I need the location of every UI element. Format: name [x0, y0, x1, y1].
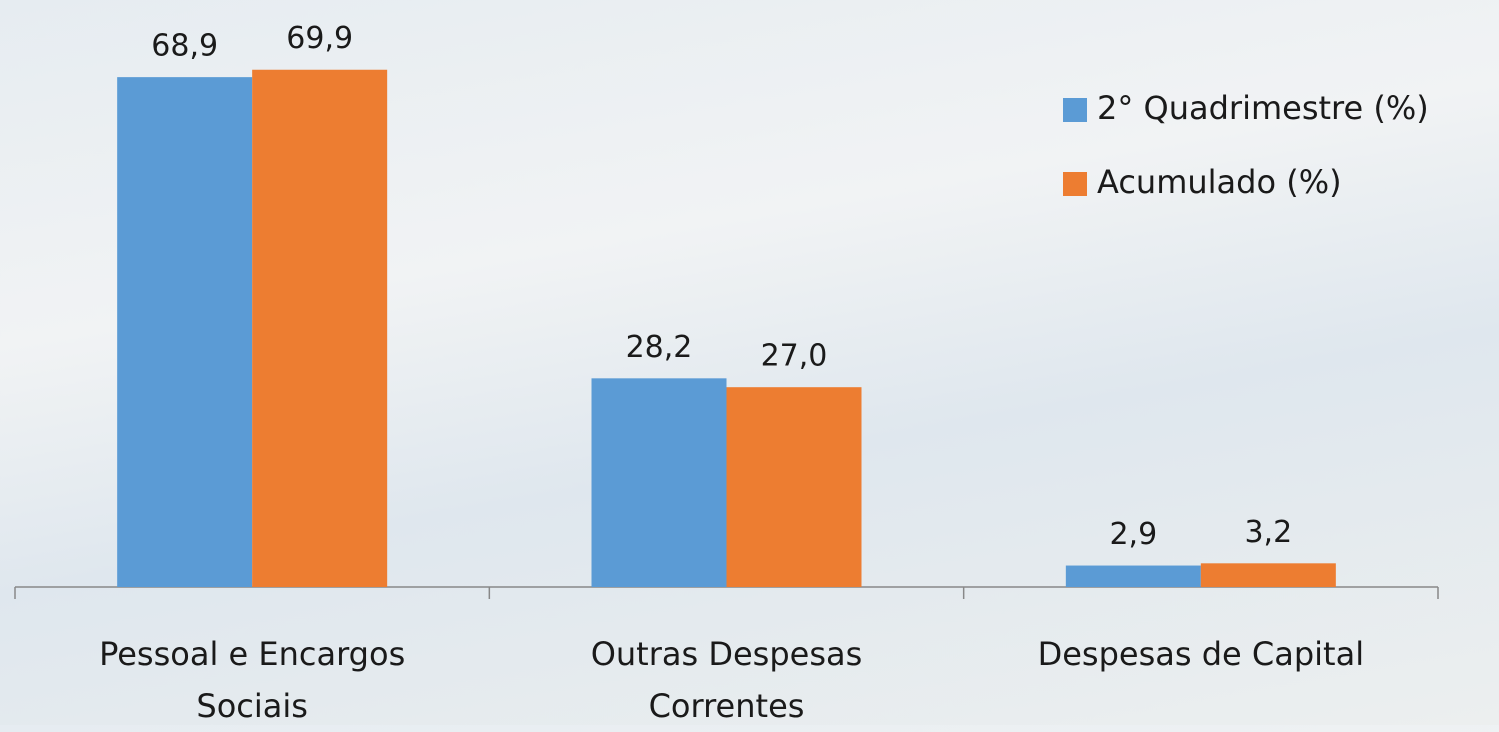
data-label: 3,2 [1244, 515, 1292, 550]
legend-label: Acumulado (%) [1097, 163, 1342, 201]
legend-label: 2° Quadrimestre (%) [1097, 89, 1429, 127]
data-label: 27,0 [761, 339, 828, 374]
legend-swatch [1063, 172, 1087, 196]
x-tick-label: Pessoal e Encargos Sociais [42, 628, 462, 732]
legend-swatch [1063, 98, 1087, 122]
x-tick-label: Outras Despesas Correntes [517, 628, 937, 732]
bar [117, 77, 252, 587]
data-label: 68,9 [151, 29, 218, 64]
bar [252, 70, 387, 587]
bar [1066, 566, 1201, 587]
bar [592, 378, 727, 587]
bar [1201, 563, 1336, 587]
data-label: 69,9 [286, 21, 353, 56]
data-label: 28,2 [626, 330, 693, 365]
page: 68,9 69,9 28,2 27,0 2,9 3,2 2° Quadrimestre (%… [0, 0, 1499, 725]
chart: 68,9 69,9 28,2 27,0 2,9 3,2 2° Quadrimestre (%… [0, 0, 1499, 725]
x-tick-label: Despesas de Capital [991, 628, 1411, 680]
bar [727, 387, 862, 587]
data-label: 2,9 [1109, 517, 1157, 552]
